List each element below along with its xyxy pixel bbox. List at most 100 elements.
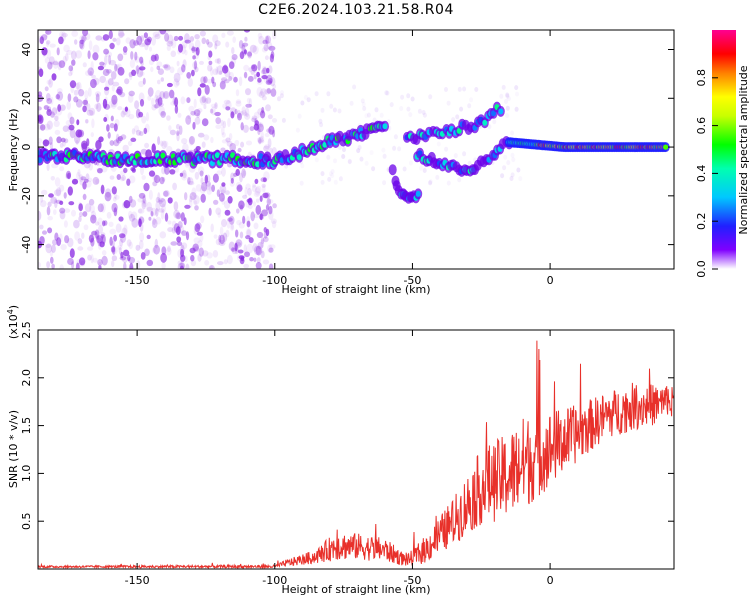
noise-blob (55, 106, 63, 116)
haze-blob (299, 180, 304, 186)
noise-blob (38, 106, 42, 111)
noise-blob (243, 263, 250, 269)
noise-blob (157, 208, 165, 213)
noise-blob (194, 116, 201, 125)
noise-blob (138, 218, 142, 228)
noise-blob (243, 49, 247, 55)
noise-blob (105, 188, 112, 198)
noise-blob (109, 236, 113, 246)
noise-blob (194, 171, 200, 180)
noise-blob (51, 244, 56, 253)
noise-blob (192, 55, 196, 60)
noise-blob (109, 228, 117, 235)
noise-blob (118, 30, 124, 39)
noise-blob (71, 209, 76, 217)
noise-blob (127, 254, 131, 262)
noise-blob (141, 115, 147, 124)
noise-blob (199, 30, 206, 37)
noise-blob (267, 199, 274, 204)
noise-blob (87, 177, 93, 182)
noise-blob (173, 78, 180, 88)
noise-blob (176, 212, 182, 220)
noise-blob (178, 125, 183, 135)
noise-blob (111, 186, 117, 195)
noise-blob (194, 205, 199, 211)
noise-blob (123, 167, 128, 174)
noise-blob (220, 78, 226, 84)
noise-blob (101, 165, 108, 173)
noise-blob (95, 140, 102, 150)
noise-blob (79, 42, 85, 50)
noise-blob (111, 202, 118, 213)
noise-blob (245, 140, 253, 146)
noise-blob (204, 174, 208, 184)
colorbar-tick-label: 0.6 (695, 117, 708, 135)
noise-blob (109, 59, 116, 66)
noise-blob (262, 67, 268, 75)
noise-blob (142, 195, 146, 204)
noise-blob (170, 39, 177, 49)
noise-blob (197, 240, 203, 248)
noise-blob (266, 87, 271, 94)
noise-blob (99, 61, 105, 66)
noise-blob (43, 123, 51, 131)
noise-blob (221, 219, 227, 228)
noise-blob (48, 56, 55, 65)
noise-blob (231, 47, 235, 55)
noise-blob (40, 124, 46, 131)
noise-blob (47, 61, 53, 70)
noise-blob (123, 51, 128, 56)
haze-blob (318, 118, 323, 124)
noise-blob (242, 215, 246, 224)
haze-blob (349, 100, 354, 106)
noise-blob (63, 208, 71, 213)
noise-blob (254, 120, 259, 126)
haze-blob (455, 114, 460, 120)
noise-blob (152, 31, 160, 37)
noise-blob (240, 111, 244, 116)
noise-blob (204, 260, 210, 266)
noise-blob (271, 118, 278, 123)
noise-blob (95, 230, 100, 240)
deep-branch-halo (388, 164, 397, 176)
haze-blob (514, 85, 519, 91)
noise-blob (195, 47, 200, 56)
noise-blob (127, 93, 134, 103)
noise-blob (110, 115, 114, 122)
snr-x-ticks: -150 -100 -50 0 (125, 330, 554, 587)
spectrogram-frame (37, 29, 675, 270)
noise-blob (71, 261, 75, 269)
noise-blob (180, 96, 186, 105)
noise-blob (185, 115, 192, 125)
noise-blob (235, 89, 240, 97)
noise-blob (67, 257, 74, 266)
noise-blob (177, 260, 182, 265)
noise-blob (250, 69, 255, 75)
noise-blob (150, 211, 154, 217)
noise-blob (63, 220, 68, 228)
haze-blob (364, 113, 369, 119)
noise-blob (196, 112, 200, 119)
haze-blob (281, 117, 286, 123)
noise-blob (38, 138, 43, 144)
noise-blob (205, 182, 211, 191)
noise-blob (48, 136, 53, 145)
noise-blob (213, 234, 218, 239)
noise-blob (247, 204, 253, 210)
noise-blob (241, 43, 246, 50)
haze-blob (421, 110, 426, 115)
noise-blob (71, 59, 76, 66)
noise-blob (55, 199, 62, 204)
noise-blob (160, 111, 167, 116)
haze-blob (382, 180, 387, 186)
noise-blob (180, 254, 186, 262)
noise-blob (68, 124, 75, 131)
noise-blob (128, 241, 133, 250)
noise-blob (166, 44, 171, 52)
haze-blob (422, 112, 427, 118)
haze-blob (399, 106, 404, 111)
noise-blob (129, 71, 133, 81)
noise-blob (87, 87, 92, 97)
noise-blob (137, 197, 144, 203)
noise-blob (187, 77, 193, 87)
